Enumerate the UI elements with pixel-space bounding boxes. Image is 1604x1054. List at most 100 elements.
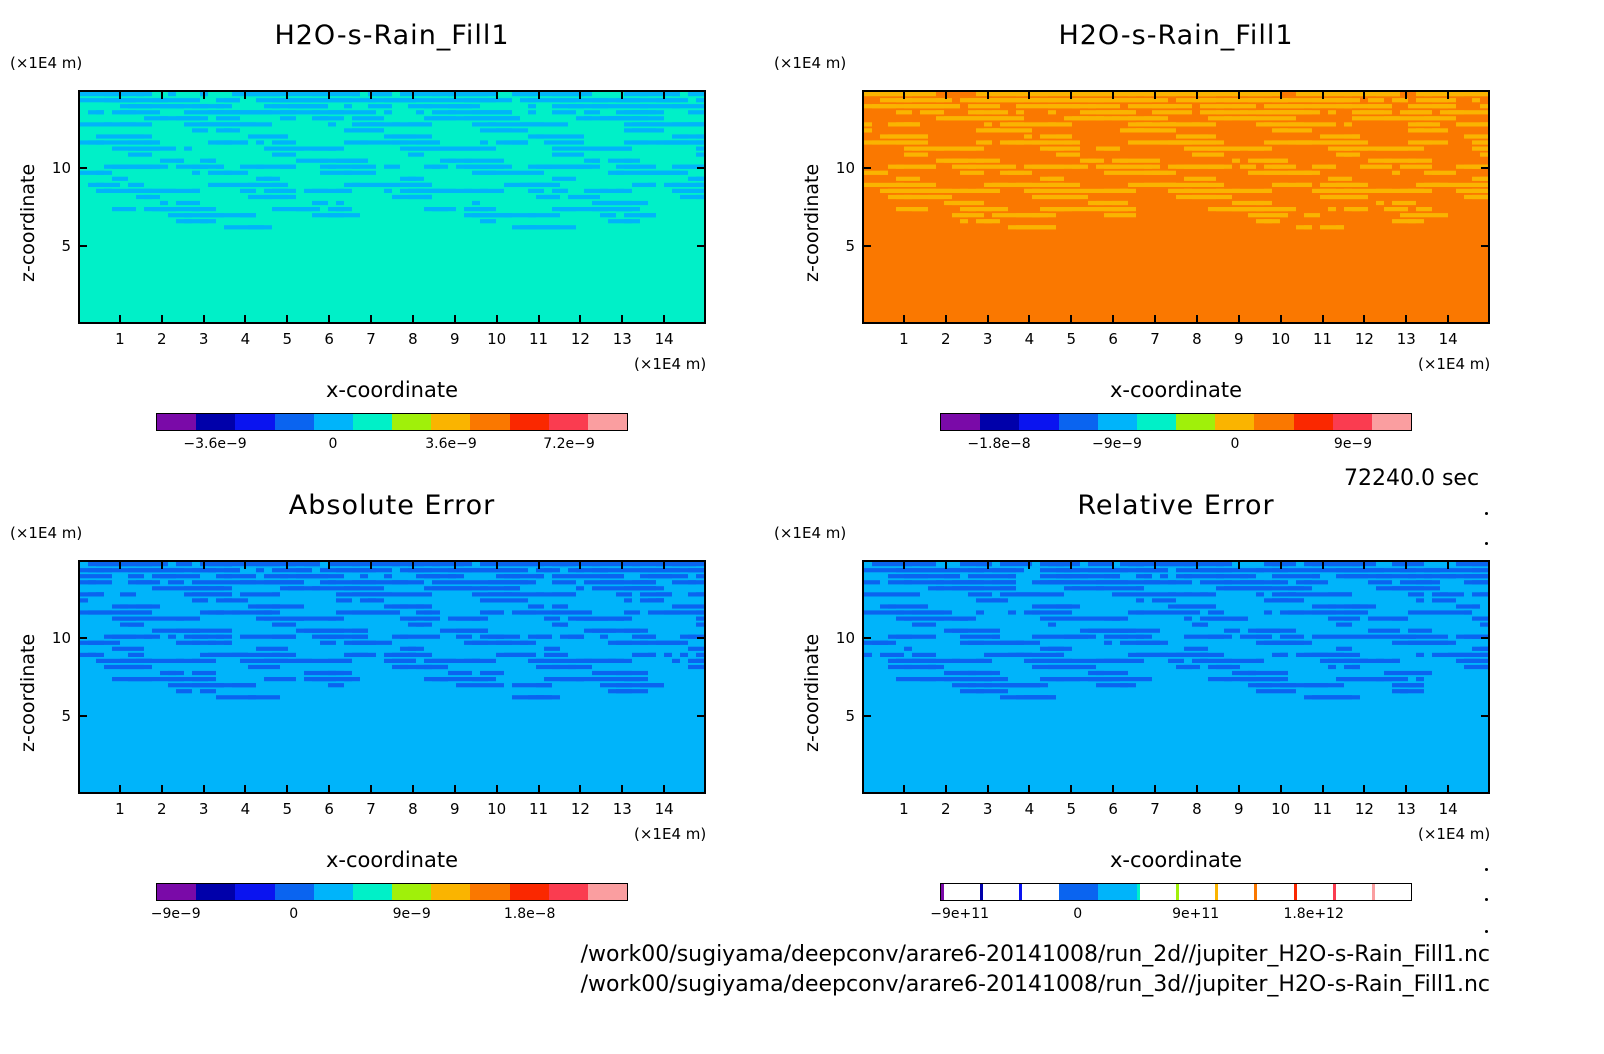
field-band [1416, 158, 1432, 163]
field-band [176, 207, 184, 212]
field-band [192, 580, 200, 585]
field-band [1128, 677, 1152, 682]
field-band [120, 646, 144, 651]
field-band [1224, 568, 1232, 573]
field-band [360, 574, 368, 579]
field-band [920, 634, 936, 639]
field-band [936, 110, 944, 115]
field-band [1184, 634, 1200, 639]
field-band [424, 140, 440, 145]
field-band [1184, 604, 1208, 609]
x-tick-label: 8 [408, 330, 418, 348]
field-band [1400, 98, 1408, 103]
field-band [280, 207, 304, 212]
field-band [1032, 182, 1056, 187]
field-band [1096, 586, 1104, 591]
field-band [952, 628, 968, 633]
field-band [1184, 610, 1200, 615]
field-band [1104, 104, 1120, 109]
field-band [144, 116, 152, 121]
field-band [1296, 598, 1304, 603]
field-band [1248, 188, 1256, 193]
field-band [376, 122, 400, 127]
y-tick-mark [80, 637, 87, 639]
field-band [176, 164, 184, 169]
field-band [1400, 616, 1408, 621]
field-band [104, 580, 112, 585]
field-band [472, 580, 480, 585]
field-band [536, 683, 552, 688]
field-band [1240, 110, 1248, 115]
field-band [912, 652, 936, 657]
field-band [552, 152, 560, 157]
field-band [664, 568, 672, 573]
field-band [320, 677, 328, 682]
field-band [672, 658, 680, 663]
field-band [576, 677, 592, 682]
field-band [1224, 628, 1232, 633]
field-band [1376, 574, 1400, 579]
field-band [1256, 670, 1264, 676]
chart-title: H2O-s-Rain_Fill1 [274, 20, 510, 51]
field-band [1480, 616, 1488, 621]
field-band [128, 122, 152, 127]
field-band [320, 586, 328, 591]
field-band [976, 586, 992, 591]
field-band [1016, 182, 1032, 187]
field-band [96, 658, 104, 663]
field-band [112, 677, 120, 682]
field-band [1064, 140, 1072, 145]
field-band [1264, 170, 1272, 175]
field-band [1112, 164, 1120, 169]
field-band [1416, 562, 1424, 567]
field-band [192, 104, 208, 109]
colorbar-segment [196, 884, 236, 900]
colorbar-segment [1293, 414, 1333, 430]
field-band [1016, 110, 1024, 115]
field-band [896, 176, 904, 181]
field-band [464, 158, 472, 163]
x-tick-mark [621, 562, 624, 569]
field-band [448, 580, 464, 585]
field-band [616, 580, 624, 585]
field-band [1056, 134, 1064, 139]
field-band [1048, 592, 1064, 597]
field-band [688, 568, 696, 573]
field-band [560, 122, 568, 127]
field-band [328, 92, 344, 97]
field-band [216, 104, 224, 109]
field-band [1104, 634, 1128, 639]
field-band [1272, 140, 1280, 145]
field-band [624, 170, 648, 175]
field-band [304, 658, 320, 663]
field-band [408, 616, 416, 621]
x-tick-mark [1195, 562, 1198, 569]
field-band [1128, 110, 1136, 115]
field-band [256, 664, 280, 670]
field-band [1264, 634, 1272, 639]
field-band [176, 689, 192, 694]
field-band [968, 213, 976, 218]
field-band [168, 146, 176, 151]
field-band [152, 586, 168, 591]
field-band [528, 104, 536, 109]
field-band [664, 592, 672, 597]
field-band [888, 604, 896, 609]
field-band [280, 110, 304, 115]
colorbar-tick-label: 9e−9 [392, 906, 431, 922]
x-tick-mark [1321, 785, 1324, 792]
field-band [1184, 664, 1200, 670]
field-band [1328, 634, 1352, 639]
field-band [416, 562, 440, 567]
field-band [984, 219, 992, 224]
field-band [624, 164, 640, 169]
field-band [1448, 170, 1456, 175]
field-band [424, 194, 432, 200]
field-band [1056, 610, 1072, 615]
field-band [1008, 610, 1016, 615]
field-band [968, 207, 992, 212]
field-band [464, 568, 488, 573]
field-band [1440, 610, 1448, 615]
field-band [1272, 568, 1280, 573]
field-band [448, 98, 472, 103]
